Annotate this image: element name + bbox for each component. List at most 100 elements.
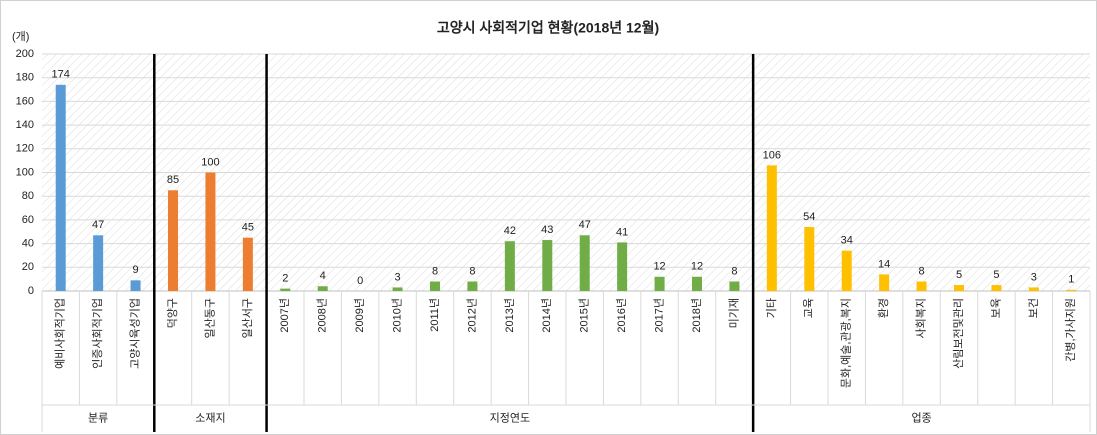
x-tick-label: 2014년 — [540, 298, 553, 333]
data-label: 8 — [432, 265, 438, 277]
bar — [617, 242, 628, 291]
bar — [93, 235, 104, 291]
group-label: 지정연도 — [490, 411, 530, 424]
x-tick-label: 2018년 — [690, 298, 703, 333]
bar — [841, 250, 852, 291]
bar — [467, 281, 478, 291]
data-label: 12 — [691, 261, 703, 273]
bar — [991, 285, 1002, 291]
y-tick-label: 40 — [22, 238, 34, 250]
x-tick-label: 2011년 — [428, 298, 441, 332]
data-label: 47 — [579, 219, 591, 231]
bar — [504, 241, 515, 291]
x-tick-label: 일산동구 — [202, 298, 216, 338]
data-label: 41 — [616, 226, 628, 238]
bar — [916, 281, 927, 291]
x-tick-label: 간병,가사지원 — [1064, 298, 1077, 362]
x-tick-label: 2012년 — [465, 298, 478, 333]
bar — [280, 288, 291, 291]
x-tick-label: 고양시육성기업 — [128, 298, 141, 369]
y-unit: (개) — [12, 30, 29, 43]
x-tick-label: 문화,예술,관광,복지 — [840, 298, 853, 388]
y-tick-label: 180 — [16, 72, 34, 84]
data-label: 174 — [52, 69, 70, 81]
y-tick-label: 200 — [16, 48, 34, 60]
data-label: 85 — [167, 174, 179, 186]
bar — [766, 165, 777, 291]
x-tick-label: 미기재 — [727, 298, 740, 328]
bar — [804, 227, 815, 291]
x-tick-label: 교육 — [802, 298, 815, 318]
bar — [879, 274, 890, 291]
data-label: 5 — [993, 269, 999, 281]
y-tick-label: 60 — [22, 214, 34, 226]
y-tick-label: 0 — [28, 285, 34, 297]
x-tick-label: 인증사회적기업 — [91, 298, 104, 369]
bar — [579, 235, 590, 291]
group-label: 업종 — [911, 411, 931, 424]
bar — [392, 287, 403, 291]
data-label: 54 — [803, 211, 815, 223]
x-tick-label: 2016년 — [615, 298, 628, 333]
x-tick-label: 일산서구 — [240, 298, 254, 338]
y-tick-label: 80 — [22, 190, 34, 202]
data-label: 8 — [731, 265, 737, 277]
bar — [55, 84, 66, 291]
x-tick-label: 2015년 — [578, 298, 591, 333]
bar — [654, 276, 665, 291]
data-label: 12 — [653, 261, 665, 273]
data-label: 2 — [282, 273, 288, 285]
x-tick-label: 환경 — [877, 298, 890, 318]
bar — [692, 276, 702, 291]
y-tick-label: 160 — [16, 95, 34, 107]
data-label: 42 — [504, 225, 516, 237]
x-tick-label: 2009년 — [353, 298, 366, 333]
bar — [729, 281, 740, 291]
group-label: 분류 — [88, 411, 108, 424]
bar — [954, 285, 964, 291]
x-tick-label: 2007년 — [278, 298, 291, 333]
bar — [542, 240, 553, 291]
data-label: 1 — [1068, 274, 1074, 286]
bar — [1028, 287, 1039, 291]
data-label: 3 — [395, 271, 401, 283]
x-tick-label: 보육 — [989, 298, 1002, 318]
bar — [430, 281, 440, 291]
x-tick-label: 기타 — [765, 298, 778, 318]
y-tick-label: 140 — [16, 119, 34, 131]
y-tick-label: 120 — [16, 143, 34, 155]
x-tick-label: 2008년 — [316, 298, 329, 333]
bar — [242, 237, 253, 291]
data-label: 9 — [133, 264, 139, 276]
data-label: 3 — [1031, 271, 1037, 283]
x-tick-label: 사회복지 — [914, 298, 927, 338]
data-label: 43 — [541, 224, 553, 236]
bar — [130, 280, 141, 291]
chart-title: 고양시 사회적기업 현황(2018년 12월) — [437, 20, 659, 36]
bar — [317, 286, 328, 291]
x-tick-label: 2010년 — [390, 298, 403, 333]
data-label: 47 — [92, 219, 104, 231]
bar — [205, 172, 216, 291]
data-label: 4 — [320, 270, 326, 282]
x-tick-label: 보건 — [1027, 298, 1040, 318]
y-tick-label: 20 — [22, 261, 34, 273]
x-tick-label: 2017년 — [652, 298, 665, 333]
data-label: 8 — [469, 265, 475, 277]
y-tick-label: 100 — [16, 166, 34, 178]
x-tick-label: 2013년 — [503, 298, 516, 333]
data-label: 106 — [763, 149, 781, 161]
data-label: 100 — [201, 156, 219, 168]
bar — [168, 190, 178, 291]
data-label: 0 — [357, 275, 363, 287]
data-label: 14 — [878, 258, 890, 270]
data-label: 45 — [242, 222, 254, 234]
data-label: 8 — [919, 265, 925, 277]
bar — [1066, 289, 1077, 291]
group-label: 소재지 — [195, 411, 225, 424]
data-label: 5 — [956, 269, 962, 281]
data-label: 34 — [841, 235, 853, 247]
x-tick-label: 덕양구 — [166, 298, 179, 328]
x-tick-label: 산림보전및관리 — [952, 298, 965, 369]
